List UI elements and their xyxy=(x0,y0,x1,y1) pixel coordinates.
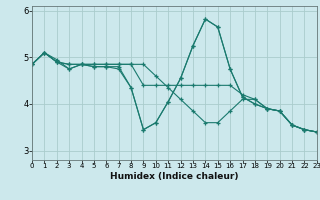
X-axis label: Humidex (Indice chaleur): Humidex (Indice chaleur) xyxy=(110,172,239,181)
